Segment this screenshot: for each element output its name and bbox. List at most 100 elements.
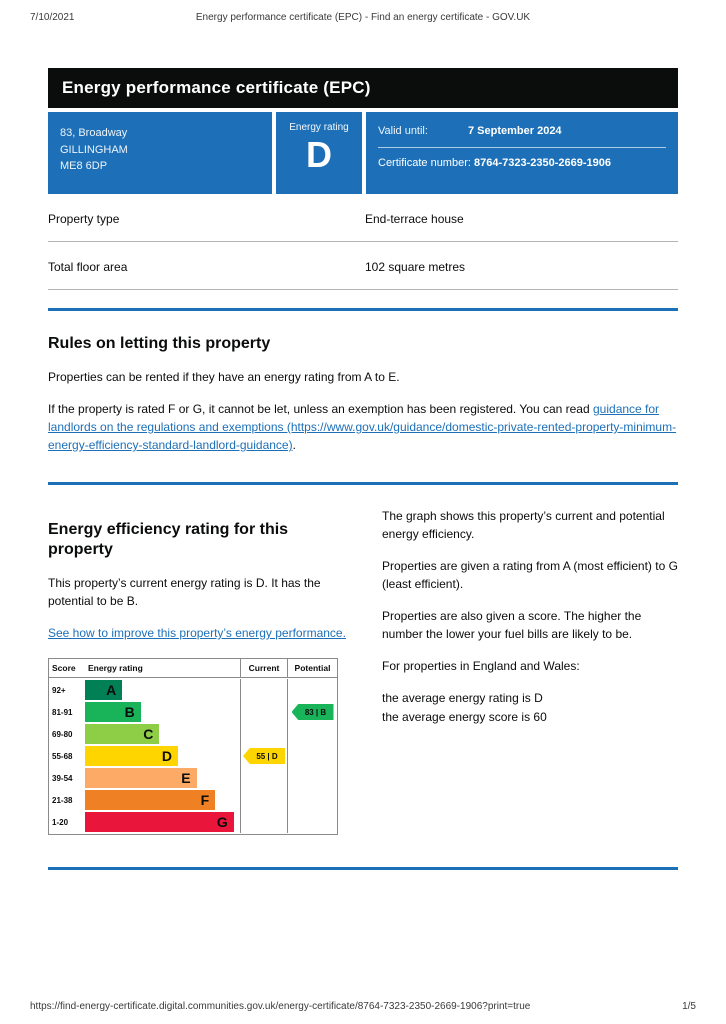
property-type-row: Property type End-terrace house bbox=[48, 194, 678, 242]
band-letter: D bbox=[161, 748, 172, 764]
efficiency-section: Energy efficiency rating for this proper… bbox=[48, 497, 678, 835]
current-column-cell bbox=[240, 723, 287, 745]
epc-band-row-e: 39-54 E bbox=[49, 767, 337, 789]
section-divider bbox=[48, 308, 678, 311]
band-rating-cell: E bbox=[85, 767, 240, 789]
print-date: 7/10/2021 bbox=[30, 12, 75, 23]
energy-rating-label: Energy rating bbox=[289, 122, 349, 133]
certificate-content: Energy performance certificate (EPC) 83,… bbox=[48, 68, 678, 870]
efficiency-left-column: Energy efficiency rating for this proper… bbox=[48, 497, 348, 835]
current-column-cell bbox=[240, 701, 287, 723]
validity-divider bbox=[378, 147, 666, 148]
chart-header-current: Current bbox=[240, 659, 287, 677]
browser-print-header: 7/10/2021 Energy performance certificate… bbox=[30, 12, 696, 26]
improve-performance-link[interactable]: See how to improve this property’s energ… bbox=[48, 626, 346, 640]
average-score-line: the average energy score is 60 bbox=[382, 710, 547, 724]
band-score-range: 81-91 bbox=[52, 707, 73, 717]
epc-band-row-d: 55-68 D 55 | D bbox=[49, 745, 337, 767]
band-bar-e: E bbox=[85, 768, 197, 788]
efficiency-heading: Energy efficiency rating for this proper… bbox=[48, 521, 289, 558]
certificate-number-value: 8764-7323-2350-2669-1906 bbox=[474, 157, 612, 169]
address-line-3: ME8 6DP bbox=[60, 160, 108, 172]
floor-area-row: Total floor area 102 square metres bbox=[48, 242, 678, 290]
graph-description: The graph shows this property’s current … bbox=[382, 509, 665, 541]
potential-column-cell bbox=[287, 811, 337, 833]
rating-scale-description: Properties are given a rating from A (mo… bbox=[382, 559, 678, 591]
current-column-cell: 55 | D bbox=[240, 745, 287, 767]
print-document-title: Energy performance certificate (EPC) - F… bbox=[195, 12, 531, 23]
efficiency-intro: This property’s current energy rating is… bbox=[48, 576, 321, 608]
current-column-cell bbox=[240, 767, 287, 789]
potential-column-cell: 83 | B bbox=[287, 701, 337, 723]
england-wales-intro: For properties in England and Wales: bbox=[382, 659, 580, 673]
chart-band-rows: 92+ A 81-91 B 83 | B 69-80 C 55-68 D 55 | D 39-54 E… bbox=[49, 678, 337, 834]
chart-header-potential: Potential bbox=[287, 659, 337, 677]
valid-until-value: 7 September 2024 bbox=[468, 125, 562, 137]
energy-rating-box: Energy rating D bbox=[276, 112, 362, 194]
floor-area-value: 102 square metres bbox=[365, 260, 466, 274]
address-line-1: 83, Broadway bbox=[60, 127, 128, 139]
letting-rules-paragraph-2-suffix: . bbox=[292, 438, 296, 452]
property-type-label: Property type bbox=[48, 212, 120, 226]
band-score-range: 39-54 bbox=[52, 773, 73, 783]
potential-column-cell bbox=[287, 767, 337, 789]
energy-rating-value: D bbox=[306, 134, 332, 175]
letting-rules-paragraph-1: Properties can be rented if they have an… bbox=[48, 370, 400, 384]
improve-link-wrap: See how to improve this property’s energ… bbox=[48, 624, 348, 642]
band-bar-c: C bbox=[85, 724, 160, 744]
chart-header-score: Score bbox=[52, 663, 76, 673]
epc-rating-chart: Score Energy rating Current Potential 92… bbox=[48, 658, 338, 835]
certificate-title-banner: Energy performance certificate (EPC) bbox=[48, 68, 678, 108]
letting-rules-paragraph-2: If the property is rated F or G, it cann… bbox=[48, 400, 678, 454]
section-divider bbox=[48, 867, 678, 870]
band-score-range: 92+ bbox=[52, 685, 66, 695]
band-bar-a: A bbox=[85, 680, 123, 700]
print-url: https://find-energy-certificate.digital.… bbox=[30, 1001, 531, 1012]
current-column-cell bbox=[240, 789, 287, 811]
band-rating-cell: B bbox=[85, 701, 240, 723]
epc-band-row-c: 69-80 C bbox=[49, 723, 337, 745]
valid-until-label: Valid until: bbox=[378, 125, 428, 137]
band-bar-g: G bbox=[85, 812, 234, 832]
property-address: 83, Broadway GILLINGHAM ME8 6DP bbox=[48, 112, 272, 194]
current-column-cell bbox=[240, 679, 287, 701]
band-letter: C bbox=[143, 726, 154, 742]
landlord-guidance-link[interactable]: guidance for landlords on the regulation… bbox=[48, 402, 677, 452]
score-description: Properties are also given a score. The h… bbox=[382, 609, 642, 641]
summary-panel: 83, Broadway GILLINGHAM ME8 6DP Energy r… bbox=[48, 112, 678, 194]
efficiency-right-column: The graph shows this property’s current … bbox=[382, 497, 678, 835]
band-score-range: 55-68 bbox=[52, 751, 73, 761]
current-column-cell bbox=[240, 811, 287, 833]
floor-area-label: Total floor area bbox=[48, 260, 128, 274]
address-line-2: GILLINGHAM bbox=[60, 143, 128, 156]
band-rating-cell: F bbox=[85, 789, 240, 811]
potential-column-cell bbox=[287, 723, 337, 745]
potential-rating-marker: 83 | B bbox=[291, 704, 334, 720]
band-letter: E bbox=[181, 770, 191, 786]
potential-column-cell bbox=[287, 679, 337, 701]
band-score-range: 21-38 bbox=[52, 795, 73, 805]
epc-band-row-f: 21-38 F bbox=[49, 789, 337, 811]
epc-band-row-g: 1-20 G bbox=[49, 811, 337, 833]
band-rating-cell: D bbox=[85, 745, 240, 767]
chart-header-row: Score Energy rating Current Potential bbox=[49, 659, 337, 678]
property-type-value: End-terrace house bbox=[365, 212, 464, 226]
band-letter: F bbox=[200, 792, 210, 808]
potential-column-cell bbox=[287, 745, 337, 767]
band-bar-f: F bbox=[85, 790, 216, 810]
certificate-number-label: Certificate number: bbox=[378, 157, 471, 169]
band-rating-cell: C bbox=[85, 723, 240, 745]
epc-band-row-a: 92+ A bbox=[49, 679, 337, 701]
letting-rules-paragraph-2-text: If the property is rated F or G, it cann… bbox=[48, 402, 593, 416]
certificate-title: Energy performance certificate (EPC) bbox=[62, 78, 371, 97]
potential-column-cell bbox=[287, 789, 337, 811]
page-indicator: 1/5 bbox=[682, 1001, 696, 1012]
band-rating-cell: A bbox=[85, 679, 240, 701]
band-letter: A bbox=[106, 682, 117, 698]
band-bar-b: B bbox=[85, 702, 141, 722]
validity-box: Valid until: 7 September 2024 Certificat… bbox=[366, 112, 678, 194]
section-divider bbox=[48, 482, 678, 485]
band-score-range: 1-20 bbox=[52, 817, 69, 827]
letting-rules-heading: Rules on letting this property bbox=[48, 335, 271, 352]
